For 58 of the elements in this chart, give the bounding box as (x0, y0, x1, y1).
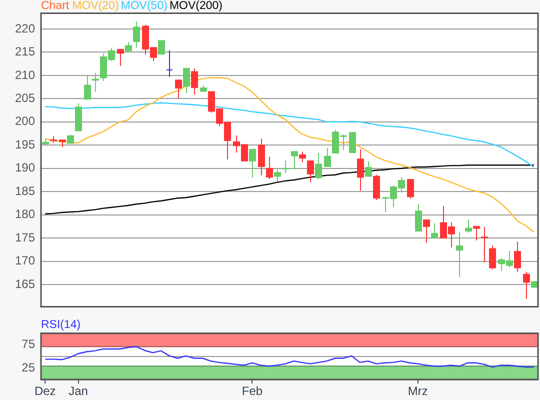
candlestick (299, 151, 306, 163)
candlestick (431, 222, 438, 240)
candlestick (349, 132, 356, 154)
series-label: RSI(14) (41, 319, 81, 332)
candlestick (92, 72, 99, 92)
x-tick-label: Dez (34, 384, 56, 398)
y-tick-label: 180 (14, 207, 36, 222)
candlestick (258, 138, 265, 176)
candlestick (166, 50, 173, 78)
y-tick-label: 185 (14, 184, 36, 198)
candlestick (357, 148, 364, 192)
candlestick (514, 241, 521, 272)
candlestick (249, 148, 256, 178)
candlestick (291, 150, 298, 170)
y-tick-label: 165 (14, 276, 36, 291)
candlestick (266, 156, 273, 180)
candlestick (456, 232, 463, 278)
candlestick (465, 218, 472, 233)
candlestick (523, 271, 530, 300)
candlestick (158, 40, 165, 56)
candlestick (183, 68, 190, 94)
candlestick (133, 21, 140, 48)
y-tick-label: 215 (14, 44, 36, 59)
y-tick-label: 200 (14, 114, 36, 128)
y-tick-label: 210 (14, 68, 36, 82)
candlestick (282, 160, 289, 174)
text: MOV(50) (120, 0, 168, 13)
y-tick-label: 75 (22, 337, 36, 352)
candlestick (473, 225, 480, 241)
y-tick-label: 195 (14, 137, 36, 152)
candlestick (365, 160, 372, 178)
candlestick (307, 160, 314, 183)
candlestick (373, 174, 380, 200)
candlestick (489, 244, 496, 270)
chart-title: Chart (41, 0, 70, 13)
y-tick-label: 170 (14, 254, 36, 268)
text: MOV(20) (72, 0, 119, 13)
candlestick (315, 152, 322, 180)
candlestick (191, 68, 198, 95)
y-tick-label: 205 (14, 90, 36, 105)
candlestick (481, 226, 488, 263)
candlestick (117, 48, 124, 67)
y-tick-label: 175 (14, 230, 36, 244)
candlestick (125, 42, 132, 53)
text: MOV(200) (169, 0, 222, 13)
candlestick (415, 204, 422, 232)
candlestick (175, 79, 182, 99)
x-tick-label: Feb (242, 384, 263, 398)
candlestick (84, 74, 91, 100)
candlestick (423, 218, 430, 244)
x-tick-label: Jan (68, 384, 88, 398)
y-tick-label: 220 (14, 21, 36, 36)
y-tick-label: 190 (14, 160, 36, 175)
candlestick (274, 168, 281, 182)
candlestick (324, 147, 331, 168)
candlestick (407, 178, 414, 200)
x-tick-label: Mrz (408, 384, 428, 398)
y-tick-label: 25 (22, 360, 36, 374)
